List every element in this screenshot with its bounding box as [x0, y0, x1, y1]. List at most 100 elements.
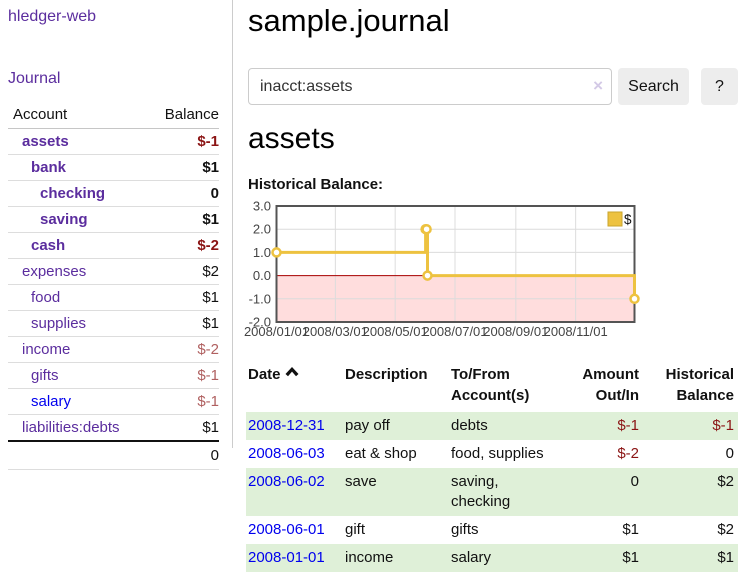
y-tick-label: 2.0: [253, 222, 271, 237]
account-link[interactable]: salary: [31, 393, 72, 410]
account-link[interactable]: assets: [22, 133, 69, 150]
amount-column-header: Amount Out/In: [582, 366, 639, 404]
account-link[interactable]: supplies: [31, 315, 87, 332]
x-tick-label: 2008/05/01: [363, 324, 428, 339]
accounts-column-header-main: To/From Account(s): [451, 366, 530, 404]
account-heading: assets: [248, 122, 335, 155]
account-balance: $-1: [156, 128, 219, 155]
account-row: bank $1: [8, 154, 219, 181]
clear-search-icon[interactable]: ×: [593, 76, 603, 95]
search-bar: × Search ?: [248, 68, 738, 105]
transaction-balance-cell: $-1: [712, 417, 734, 434]
transaction-accounts-cell: saving, checking: [451, 473, 511, 510]
x-tick-label: 2008/09/01: [483, 324, 548, 339]
transaction-amount-cell: $1: [622, 521, 639, 538]
sort-ascending-icon: [285, 367, 299, 377]
account-balance: $-2: [156, 232, 219, 259]
page-title: sample.journal: [248, 3, 450, 38]
data-point-marker: [271, 247, 282, 258]
register-table: Date Description To/From Account(s) Amou…: [246, 361, 738, 572]
data-point-marker: [422, 270, 433, 281]
account-balance: 0: [156, 180, 219, 207]
account-link[interactable]: cash: [31, 237, 66, 254]
transaction-date-cell: 2008-01-01: [246, 544, 343, 572]
account-row: expenses $2: [8, 258, 219, 285]
transaction-amount-cell: 0: [630, 473, 639, 490]
account-link[interactable]: bank: [31, 159, 67, 176]
register-row: 2008-01-01 income salary $1 $1: [246, 544, 738, 572]
app-title-link[interactable]: hledger-web: [8, 8, 97, 25]
search-input[interactable]: [248, 68, 612, 105]
description-column-header: Description: [345, 366, 428, 383]
account-row: supplies $1: [8, 310, 219, 337]
transaction-amount-cell: $-1: [617, 417, 639, 434]
chart-border: [275, 205, 636, 323]
account-link[interactable]: liabilities:debts: [22, 419, 120, 436]
transaction-description-cell: pay off: [345, 417, 390, 434]
x-tick-label: 2008/01/01: [244, 324, 309, 339]
sidebar: hledger-web Journal Account Balance asse…: [0, 0, 233, 470]
sidebar-item-journal[interactable]: Journal: [8, 70, 61, 87]
search-button[interactable]: Search: [618, 68, 689, 105]
x-tick-label: 2008/07/01: [422, 324, 487, 339]
transaction-date-cell: 2008-06-02: [246, 468, 343, 516]
transaction-accounts-cell: salary: [451, 549, 492, 566]
historical-balance-chart: $3.0 2.0 1.0 0.0 -1.0 -2.02008/01/012008/03/0…: [244, 199, 640, 339]
help-button[interactable]: ?: [701, 68, 738, 105]
transaction-description-cell: income: [345, 549, 394, 566]
account-balance: $1: [156, 310, 219, 337]
transaction-date-link[interactable]: 2008-06-03: [248, 445, 325, 462]
y-tick-label: -2.0: [249, 315, 271, 330]
legend-swatch: [607, 211, 623, 227]
accounts-table: Account Balance assets $-1 bank $1 checking 0…: [8, 104, 219, 470]
x-tick-label: 2008/11/01: [544, 324, 608, 339]
register-row: 2008-12-31 pay off debts $-1 $-1: [246, 412, 738, 440]
y-tick-label: 0.0: [253, 268, 271, 283]
account-balance: $1: [156, 154, 219, 181]
account-balance: $1: [202, 419, 219, 436]
account-link[interactable]: gifts: [31, 367, 59, 384]
balance-column-header: Balance: [156, 104, 219, 129]
balance-column-header-main: Historical Balance: [665, 366, 734, 404]
accounts-column-header: Account: [8, 104, 156, 129]
transaction-amount-cell: $-2: [617, 445, 639, 462]
data-point-marker: [629, 293, 640, 305]
search-input-wrap: ×: [248, 68, 612, 105]
y-tick-label: 3.0: [253, 199, 271, 214]
account-row: gifts $-1: [8, 362, 219, 389]
transaction-date-link[interactable]: 2008-12-31: [248, 417, 325, 434]
transaction-accounts-cell: debts: [451, 417, 488, 434]
transaction-date-cell: 2008-12-31: [246, 412, 343, 440]
transaction-date-link[interactable]: 2008-06-02: [248, 473, 325, 490]
transaction-accounts-cell: gifts: [451, 521, 479, 538]
account-link[interactable]: expenses: [22, 263, 87, 280]
account-balance: $-1: [156, 388, 219, 415]
account-row: saving $1: [8, 206, 219, 233]
chart-title: Historical Balance:: [248, 176, 384, 193]
account-link[interactable]: saving: [40, 211, 88, 228]
data-point-marker: [421, 223, 432, 235]
register-header-row: Date Description To/From Account(s) Amou…: [246, 361, 738, 412]
account-balance: $2: [156, 258, 219, 285]
account-balance: $1: [156, 284, 219, 311]
transaction-description-cell: save: [345, 473, 377, 490]
transaction-date-link[interactable]: 2008-01-01: [248, 549, 325, 566]
date-column-header[interactable]: Date: [246, 361, 343, 412]
transaction-description-cell: gift: [345, 521, 366, 538]
y-tick-label: 1.0: [253, 245, 271, 260]
account-link[interactable]: income: [22, 341, 71, 358]
account-row: assets $-1: [8, 128, 219, 155]
legend-label: $: [624, 212, 632, 227]
transaction-balance-cell: $2: [717, 473, 734, 490]
transaction-date-link[interactable]: 2008-06-01: [248, 521, 325, 538]
transaction-balance-cell: 0: [725, 445, 734, 462]
account-balance: $-1: [156, 362, 219, 389]
accounts-total: 0: [156, 440, 219, 470]
x-tick-label: 2008/03/01: [303, 324, 368, 339]
account-row: cash $-2: [8, 232, 219, 259]
account-link[interactable]: checking: [40, 185, 106, 202]
account-row: checking 0: [8, 180, 219, 207]
transaction-amount-cell: $1: [622, 549, 639, 566]
account-row: income $-2: [8, 336, 219, 363]
account-link[interactable]: food: [31, 289, 61, 306]
